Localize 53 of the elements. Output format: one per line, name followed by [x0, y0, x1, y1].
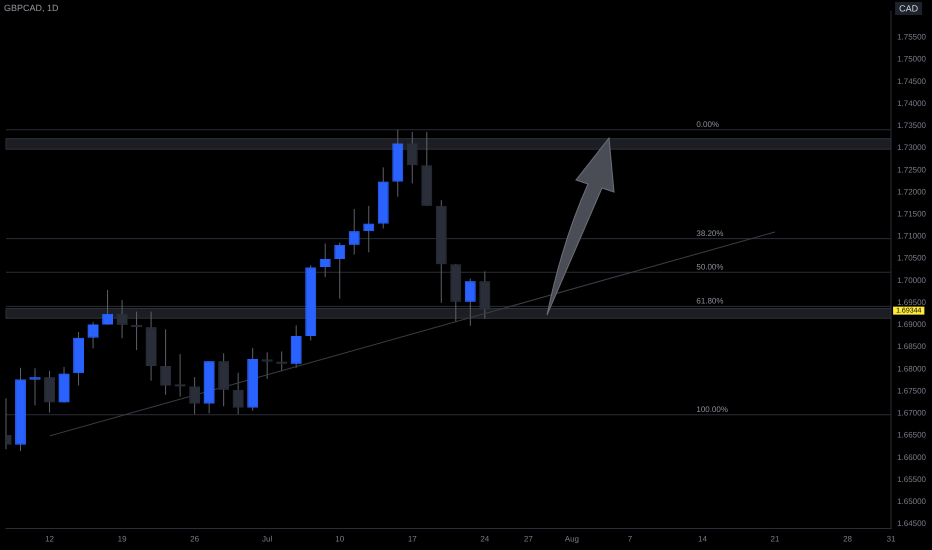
y-tick-label: 1.65000: [897, 497, 927, 506]
candlestick: [348, 208, 360, 256]
x-tick-label: 26: [190, 534, 200, 544]
y-tick-label: 1.67500: [897, 386, 927, 396]
candlestick: [464, 278, 476, 326]
y-tick-label: 1.74500: [897, 76, 927, 86]
x-tick-label: 19: [118, 534, 128, 544]
chart-title: GBPCAD, 1D: [4, 2, 60, 13]
x-tick-label: 28: [843, 534, 853, 544]
y-tick-label: 1.68000: [897, 364, 927, 374]
x-tick-label: 12: [45, 534, 55, 544]
y-tick-label: 1.66500: [897, 430, 927, 440]
y-tick-label: 1.65500: [897, 474, 927, 484]
annotation: 50.00%: [696, 262, 724, 272]
y-tick-label: 1.69000: [897, 320, 927, 330]
annotation: 0.00%: [696, 120, 720, 130]
y-tick-label: 1.73500: [897, 121, 927, 130]
y-tick-label: 1.70500: [897, 254, 927, 263]
candlestick: [160, 328, 172, 396]
candlestick: [363, 205, 374, 253]
y-tick-label: 1.66000: [897, 452, 927, 462]
annotation: 61.80%: [696, 296, 724, 306]
x-tick-label: 21: [770, 534, 780, 544]
y-tick-label: 1.71500: [897, 210, 927, 219]
annotation: 100.00%: [696, 404, 728, 414]
y-tick-label: 1.70000: [897, 276, 927, 285]
x-tick-label: Aug: [564, 534, 579, 544]
x-tick-label: 14: [698, 534, 708, 544]
y-tick-label: 1.71000: [897, 232, 927, 241]
y-tick-label: 1.73000: [897, 143, 927, 152]
x-tick-label: 17: [408, 534, 418, 544]
x-tick-label: 7: [628, 534, 633, 544]
y-tick-label: 1.75500: [897, 32, 927, 42]
x-tick-label: 10: [335, 534, 345, 544]
x-tick-label: 31: [886, 534, 896, 544]
candlestick: [102, 289, 114, 326]
y-tick-label: 1.72500: [897, 165, 927, 174]
x-tick-label: Jul: [262, 534, 273, 544]
y-tick-label: 1.69500: [897, 298, 927, 307]
y-tick-label: 1.68500: [897, 342, 927, 352]
text: CAD: [899, 3, 919, 14]
annotation: 38.20%: [696, 228, 724, 238]
y-tick-label: 1.75000: [897, 54, 927, 64]
y-tick-label: 1.64500: [897, 519, 927, 528]
x-tick-label: 24: [480, 534, 490, 544]
candlestick: [320, 243, 331, 278]
y-tick-label: 1.72000: [897, 187, 927, 196]
y-tick-label: 1.67000: [897, 408, 927, 418]
x-tick-label: 27: [524, 534, 534, 544]
candlestick: [276, 350, 288, 372]
candlestick: [334, 242, 346, 300]
y-tick-label: 1.74000: [897, 98, 927, 108]
candlestick: [30, 368, 40, 406]
